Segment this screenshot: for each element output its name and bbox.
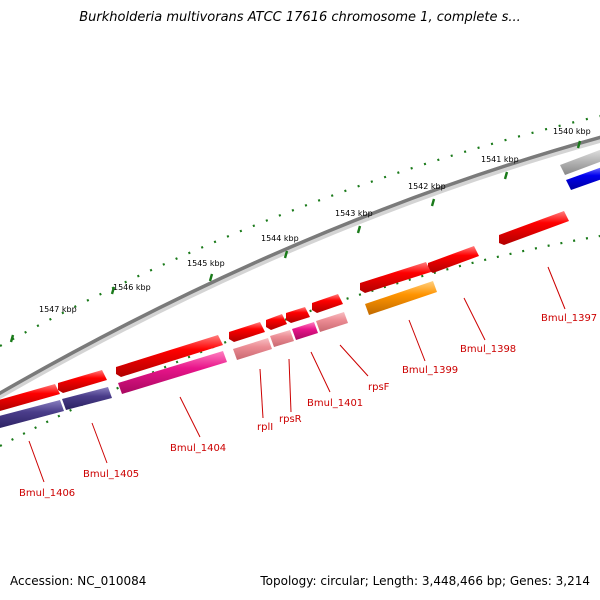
gene-label-Bmul_1406[interactable]: Bmul_1406 <box>19 488 75 499</box>
cds-Bmul_1404[interactable] <box>118 351 227 394</box>
gene-grey[interactable] <box>560 148 600 175</box>
major-ticks <box>9 140 582 343</box>
gene-label-Bmul_1397[interactable]: Bmul_1397 <box>541 313 597 324</box>
tick-label: 1544 kbp <box>261 234 299 243</box>
gene-label-Bmul_1401[interactable]: Bmul_1401 <box>307 398 363 409</box>
gene-rpsR[interactable] <box>266 314 287 330</box>
gene-label-rplI[interactable]: rplI <box>257 422 273 433</box>
gene-Bmul_1397[interactable] <box>499 211 569 245</box>
tick-label: 1545 kbp <box>187 259 225 268</box>
gene-rpsF[interactable] <box>312 294 343 313</box>
gene-label-rpsR[interactable]: rpsR <box>279 414 302 425</box>
gene-label-Bmul_1405[interactable]: Bmul_1405 <box>83 469 139 480</box>
chromosome-backbone-core <box>0 135 600 396</box>
chromosome-backbone <box>0 135 600 400</box>
tick-label: 1546 kbp <box>113 283 151 292</box>
gene-blue[interactable] <box>566 166 600 190</box>
gene-Bmul_1406[interactable] <box>0 384 60 411</box>
cds-rpsF[interactable] <box>316 312 348 332</box>
cds-Bmul_1401[interactable] <box>292 322 318 340</box>
gene-label-Bmul_1399[interactable]: Bmul_1399 <box>402 365 458 376</box>
cds-Bmul_1399[interactable] <box>365 281 437 315</box>
accession-text: Accession: NC_010084 <box>10 574 147 588</box>
tick-labels: 1540 kbp 1541 kbp 1542 kbp 1543 kbp 1544… <box>39 127 591 314</box>
cds-Bmul_1406[interactable] <box>0 400 64 430</box>
gene-Bmul_1399[interactable] <box>360 262 431 293</box>
gene-Bmul_1404[interactable] <box>116 335 223 377</box>
label-leaders <box>28 266 566 483</box>
cds-rpsR[interactable] <box>270 330 294 347</box>
cds-rplI[interactable] <box>233 338 272 360</box>
map-title: Burkholderia multivorans ATCC 17616 chro… <box>79 10 521 25</box>
tick-label: 1542 kbp <box>408 182 446 191</box>
tick-label: 1540 kbp <box>553 127 591 136</box>
gene-label-Bmul_1398[interactable]: Bmul_1398 <box>460 344 516 355</box>
gene-label-rpsF[interactable]: rpsF <box>368 382 390 393</box>
tick-label: 1543 kbp <box>335 209 373 218</box>
tick-label: 1541 kbp <box>481 155 519 164</box>
tick-label: 1547 kbp <box>39 305 77 314</box>
gene-labels: Bmul_1397 Bmul_1398 Bmul_1399 rpsF Bmul_… <box>19 313 597 499</box>
gene-label-Bmul_1404[interactable]: Bmul_1404 <box>170 443 226 454</box>
gene-Bmul_1405[interactable] <box>58 370 107 393</box>
gene-rplI[interactable] <box>229 322 265 342</box>
gene-Bmul_1398[interactable] <box>428 246 479 273</box>
gene-Bmul_1401[interactable] <box>286 307 310 323</box>
cds-Bmul_1405[interactable] <box>62 387 112 410</box>
cds-track <box>0 281 437 430</box>
genome-summary: Topology: circular; Length: 3,448,466 bp… <box>260 574 590 588</box>
forward-genes <box>0 148 600 411</box>
